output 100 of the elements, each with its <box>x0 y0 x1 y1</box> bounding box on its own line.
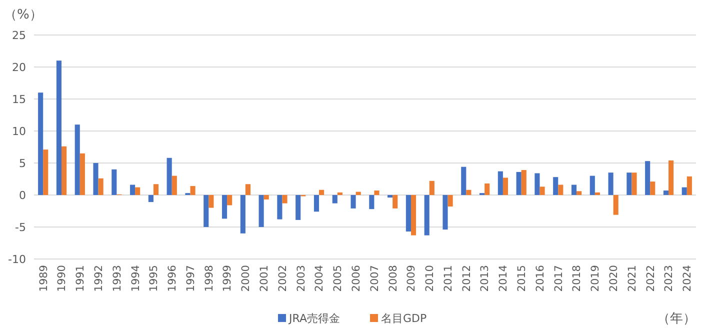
x-tick-label: 2016 <box>534 264 546 292</box>
bar <box>350 195 356 208</box>
x-tick-label: 2012 <box>460 265 473 292</box>
x-tick-label: 1995 <box>148 265 160 292</box>
bar <box>650 182 656 195</box>
bar <box>663 190 668 195</box>
x-tick-label: 2018 <box>571 265 584 292</box>
bar <box>406 195 411 232</box>
y-tick-label: 10 <box>12 124 26 138</box>
bar <box>166 158 172 195</box>
bar <box>374 190 380 195</box>
x-tick-label: 1993 <box>111 265 124 292</box>
x-tick-label: 2015 <box>516 265 528 292</box>
bar <box>424 195 430 236</box>
bar <box>337 192 342 195</box>
bar <box>369 195 374 210</box>
bar <box>172 176 177 195</box>
bar <box>498 171 503 195</box>
bar <box>534 173 540 195</box>
bar <box>521 170 526 195</box>
bar <box>356 192 361 195</box>
bar <box>112 169 117 195</box>
x-axis-title: （年） <box>657 312 696 327</box>
bar <box>208 195 214 208</box>
x-tick-label: 2017 <box>552 265 565 292</box>
x-tick-label: 1998 <box>203 265 216 292</box>
bar <box>686 176 692 195</box>
x-tick-label: 2011 <box>442 265 454 292</box>
y-tick-label: 5 <box>19 156 26 170</box>
bar <box>466 190 472 195</box>
y-tick-label: -5 <box>15 220 26 234</box>
bar <box>258 195 264 227</box>
bar <box>190 186 196 195</box>
bar <box>38 92 44 195</box>
bar <box>429 180 434 195</box>
bar <box>43 150 48 195</box>
bar <box>645 161 650 195</box>
bar <box>558 184 564 195</box>
bar <box>461 166 466 195</box>
bar <box>540 186 545 195</box>
x-tick-label: 1997 <box>184 265 197 292</box>
bar <box>632 172 637 195</box>
x-tick-label: 2007 <box>368 265 381 292</box>
bar <box>571 184 577 195</box>
y-axis-title: （%） <box>4 8 42 23</box>
bar <box>240 195 246 234</box>
x-tick-label: 2008 <box>387 265 400 292</box>
y-tick-label: 25 <box>12 28 26 42</box>
bar <box>442 195 448 230</box>
x-tick-label: 2023 <box>663 265 676 292</box>
bar <box>388 195 393 198</box>
bar <box>277 195 282 220</box>
x-tick-label: 2010 <box>424 265 436 292</box>
bar <box>608 172 614 195</box>
x-tick-label: 2019 <box>590 265 602 292</box>
x-tick-label: 2022 <box>644 265 657 292</box>
x-tick-label: 2002 <box>276 265 289 292</box>
bar <box>245 184 250 195</box>
bar <box>135 187 140 195</box>
x-tick-label: 1991 <box>74 265 87 292</box>
bar <box>264 195 269 200</box>
bar <box>130 184 136 195</box>
bar <box>56 60 62 195</box>
bar <box>516 172 522 195</box>
bar <box>148 195 154 202</box>
x-tick-label: 2024 <box>682 264 694 292</box>
x-tick-label: 2013 <box>479 265 492 292</box>
x-tick-label: 1996 <box>166 264 179 292</box>
x-tick-label: 2001 <box>258 265 271 292</box>
bar <box>484 183 490 195</box>
bar <box>448 195 453 207</box>
bar <box>62 146 67 195</box>
x-tick-label: 1999 <box>222 265 234 292</box>
bar <box>392 195 398 208</box>
bar <box>153 184 159 195</box>
bar <box>98 178 104 195</box>
bar <box>204 195 209 227</box>
x-tick-label: 2014 <box>498 264 510 292</box>
y-tick-label: 15 <box>12 92 26 106</box>
x-tick-label: 2021 <box>626 265 638 292</box>
bar <box>93 163 98 195</box>
bar <box>80 153 85 195</box>
bar <box>626 172 632 195</box>
bar <box>668 160 674 195</box>
x-tick-label: 1989 <box>38 265 50 292</box>
bar <box>590 176 595 195</box>
y-tick-label: 0 <box>19 188 26 202</box>
y-tick-label: 20 <box>12 60 26 74</box>
x-tick-label: 2009 <box>406 265 418 292</box>
bar <box>296 195 301 220</box>
x-tick-label: 2003 <box>295 265 308 292</box>
x-tick-label: 2000 <box>240 265 252 292</box>
x-tick-label: 2005 <box>332 265 344 292</box>
y-tick-label: -10 <box>8 252 26 266</box>
bar <box>227 195 232 206</box>
bar <box>74 124 80 195</box>
bar <box>682 187 687 195</box>
bar <box>594 192 600 195</box>
x-tick-label: 2004 <box>314 264 326 292</box>
bar <box>502 178 508 195</box>
